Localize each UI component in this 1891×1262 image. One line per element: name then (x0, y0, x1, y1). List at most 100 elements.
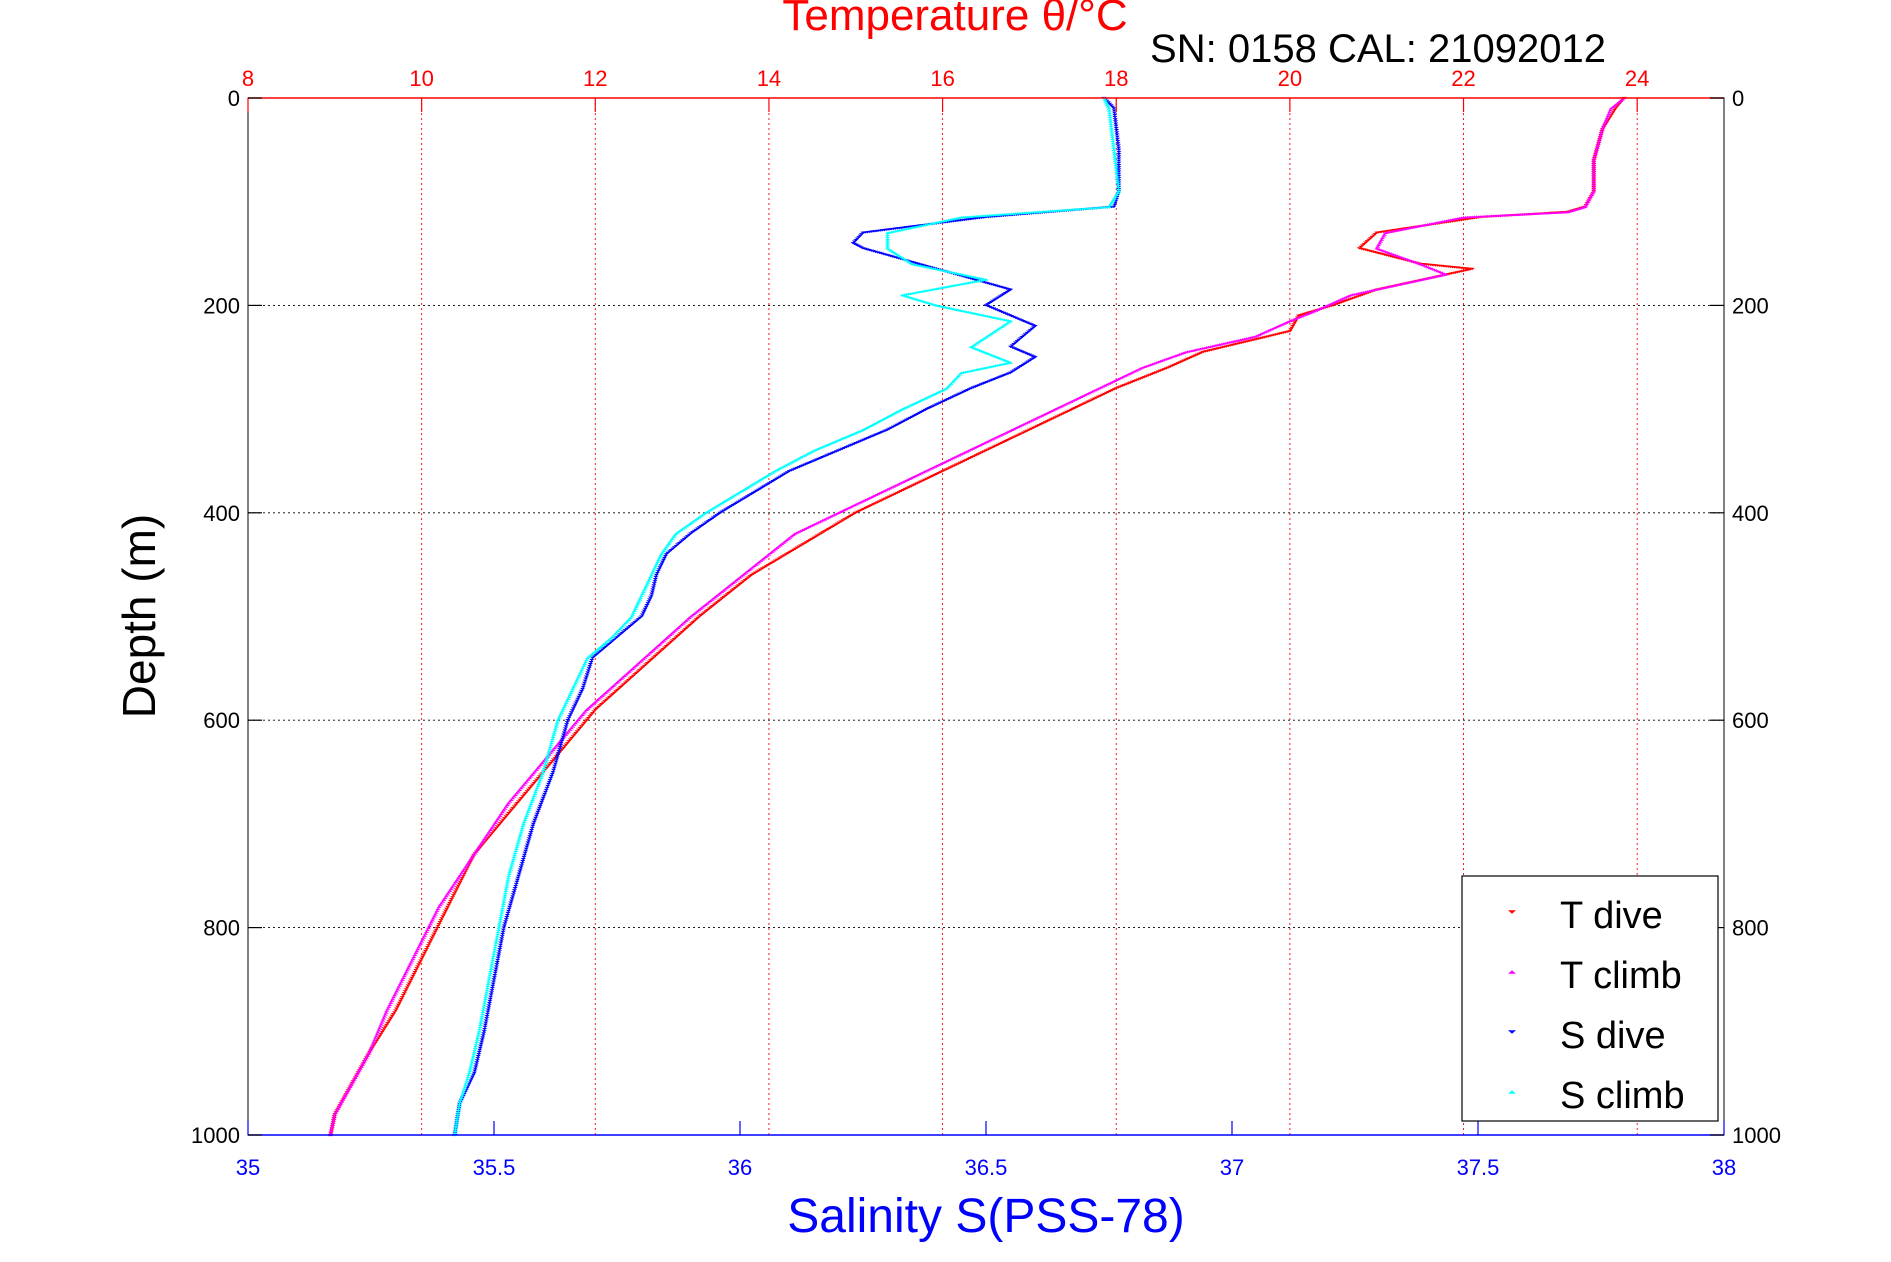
data-point (585, 669, 592, 672)
data-point (389, 1014, 395, 1018)
data-point (627, 616, 633, 620)
data-point (513, 882, 519, 886)
data-point (375, 1031, 381, 1034)
data-point (1107, 113, 1113, 117)
data-point (562, 745, 568, 748)
data-point (457, 1100, 463, 1103)
data-point (517, 870, 523, 873)
data-point (530, 822, 536, 826)
data-point (488, 969, 494, 972)
data-point (526, 837, 532, 840)
data-point (517, 798, 523, 801)
data-point (479, 1015, 485, 1018)
data-point (689, 531, 696, 534)
data-point (486, 980, 492, 983)
data-point (1290, 324, 1296, 328)
data-point (484, 1017, 490, 1020)
data-point (999, 286, 1005, 289)
data-point (506, 872, 512, 875)
data-point (481, 1006, 487, 1009)
data-point (647, 596, 654, 599)
data-point (860, 231, 866, 234)
data-point (497, 822, 503, 825)
data-point (1114, 193, 1120, 196)
data-point (465, 1075, 471, 1079)
data-point (586, 667, 592, 670)
depth-axis-left-ticks: 0 200 400 600 800 1000 (191, 86, 262, 1148)
data-point (482, 999, 488, 1003)
data-point (1116, 161, 1122, 165)
data-point (624, 620, 630, 623)
data-point (640, 611, 646, 614)
data-point (512, 887, 518, 890)
data-point (426, 942, 432, 945)
data-point (521, 793, 527, 796)
data-point (616, 687, 622, 690)
data-point (1116, 170, 1122, 173)
data-point (505, 878, 511, 882)
data-point (917, 263, 923, 266)
data-point (357, 1067, 363, 1070)
data-point (492, 973, 498, 977)
depth-tick-label-right: 1000 (1732, 1123, 1781, 1148)
data-point (477, 1025, 483, 1029)
data-point (398, 980, 404, 983)
data-point (651, 584, 657, 587)
data-point (417, 961, 423, 964)
data-point (678, 540, 684, 544)
data-point (423, 930, 430, 933)
data-point (382, 1025, 389, 1028)
data-point (526, 806, 533, 810)
data-point (504, 885, 510, 888)
data-point (479, 1040, 485, 1043)
data-point (666, 642, 673, 645)
data-point (422, 949, 429, 953)
data-point (618, 626, 624, 629)
data-point (551, 766, 557, 770)
data-point (620, 630, 627, 633)
data-point (1030, 326, 1037, 329)
data-point (1382, 231, 1388, 234)
data-point (881, 253, 887, 256)
data-point (635, 602, 641, 605)
data-point (494, 825, 501, 828)
data-point (404, 969, 410, 972)
data-point (522, 791, 529, 795)
data-point (1591, 188, 1597, 191)
data-point (652, 654, 658, 658)
data-point (505, 911, 511, 915)
data-point (997, 285, 1003, 289)
data-point (548, 774, 555, 778)
data-point (489, 989, 495, 992)
data-point (1116, 166, 1122, 169)
data-point (476, 1050, 482, 1054)
data-point (476, 1052, 482, 1056)
data-point (454, 886, 460, 889)
data-point (459, 1094, 465, 1097)
data-point (493, 941, 499, 944)
data-point (402, 990, 408, 993)
data-point (463, 864, 470, 867)
data-point (490, 956, 496, 960)
data-point (499, 911, 505, 914)
data-point (447, 899, 454, 903)
data-point (1590, 191, 1596, 195)
data-point (1113, 124, 1119, 128)
data-point (1594, 146, 1600, 149)
data-point (511, 891, 517, 894)
data-point (724, 593, 730, 596)
data-point (717, 511, 723, 514)
data-point (507, 903, 513, 906)
data-point (510, 895, 516, 898)
data-point (1291, 323, 1297, 326)
data-point (478, 1044, 484, 1047)
data-point (338, 1102, 344, 1105)
data-point (714, 514, 720, 517)
data-point (1302, 312, 1308, 316)
data-point (650, 570, 656, 573)
data-point (496, 823, 502, 827)
data-point (410, 974, 416, 978)
data-point (477, 1023, 484, 1026)
data-point (1115, 139, 1121, 143)
data-point (868, 249, 875, 252)
